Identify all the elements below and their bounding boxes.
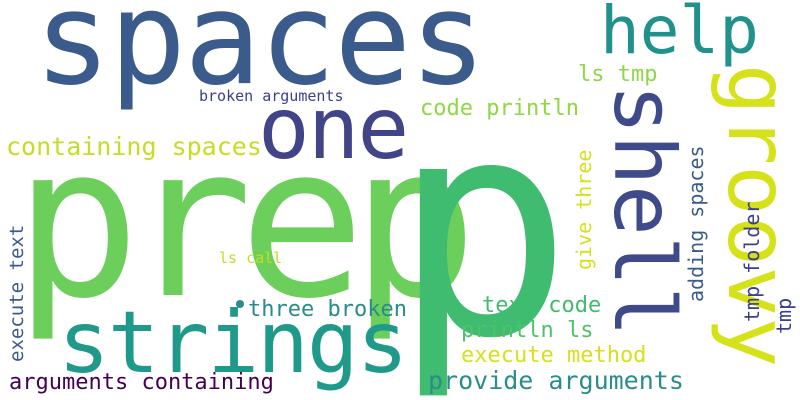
word-execute-method: execute method xyxy=(461,343,647,368)
word-println-ls: println ls xyxy=(461,318,594,343)
word-help: help xyxy=(600,0,759,69)
word-containing-spaces: containing spaces xyxy=(6,132,262,161)
word-ls-call: ls call xyxy=(219,249,283,267)
word-tmp-tail: tmp xyxy=(772,297,796,334)
word-p-large: p xyxy=(392,55,573,400)
word-execute-text: execute text xyxy=(6,224,28,362)
word-shell: shell xyxy=(595,84,693,337)
word-provide-arguments: provide arguments xyxy=(428,366,684,395)
word-text-code: text code xyxy=(482,293,602,318)
dot-mark xyxy=(236,300,244,308)
word-three-broken: three broken xyxy=(248,297,407,322)
word-arguments-containing: arguments containing xyxy=(9,370,274,395)
word-code-println: code println xyxy=(420,96,579,121)
word-give-three: give three xyxy=(572,149,596,270)
word-one: one xyxy=(258,79,409,179)
word-adding-spaces: adding spaces xyxy=(684,145,708,302)
word-prep: prep xyxy=(14,100,478,345)
word-tmp-folder: tmp folder xyxy=(740,201,764,322)
word-spaces: spaces xyxy=(34,0,486,114)
word-broken-arguments: broken arguments xyxy=(199,87,344,105)
word-strings: strings xyxy=(58,293,408,393)
word-ls-tmp: ls tmp xyxy=(578,62,658,87)
